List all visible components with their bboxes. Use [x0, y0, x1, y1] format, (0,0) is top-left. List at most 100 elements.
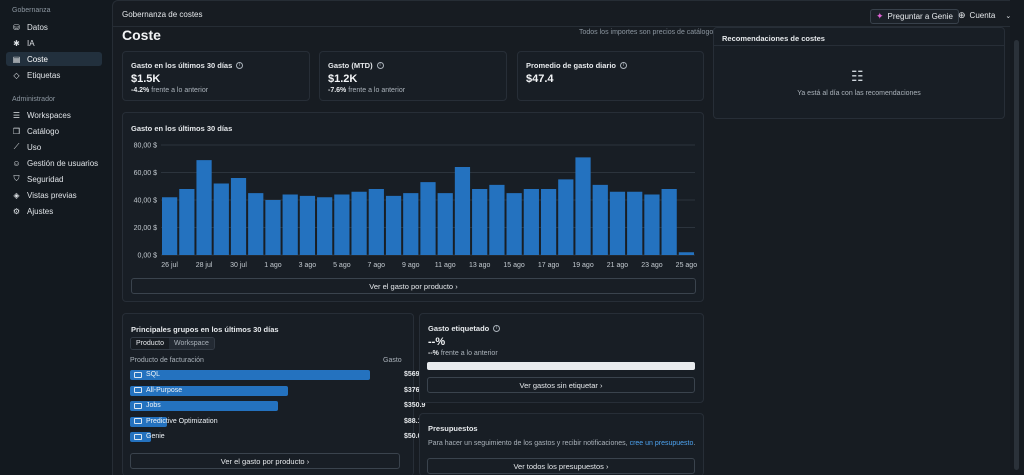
chart-bar[interactable] — [420, 182, 436, 255]
chart-bar[interactable] — [248, 193, 264, 255]
sidebar-item-datos[interactable]: ⛁ Datos — [6, 20, 102, 34]
sidebar-item-label: Gestión de usuarios — [27, 158, 99, 168]
shield-icon: ⛉ — [13, 174, 20, 183]
view-untagged-spend-button[interactable]: Ver gastos sin etiquetar › — [427, 377, 695, 393]
chart-bar[interactable] — [162, 197, 178, 255]
tab-product[interactable]: Producto — [131, 338, 170, 349]
view-spend-by-product-button-2[interactable]: Ver el gasto por producto › — [130, 453, 400, 469]
tagged-progress-bar — [427, 362, 695, 370]
info-icon[interactable]: i — [376, 62, 384, 69]
sidebar-item-coste[interactable]: ▤ Coste — [6, 52, 102, 66]
breadcrumb[interactable]: Gobernanza de costes — [122, 10, 203, 19]
chart-bar[interactable] — [489, 184, 505, 255]
catalog-icon: ❒ — [12, 126, 21, 136]
group-name: Jobs — [146, 402, 161, 409]
sidebar-item-label: Catálogo — [27, 126, 60, 136]
sidebar-item-gesti-n-de-usuarios[interactable]: ☺ Gestión de usuarios — [6, 156, 102, 170]
chart-bar[interactable] — [506, 193, 522, 255]
chart-bar[interactable] — [609, 191, 626, 255]
chart-bar[interactable] — [575, 157, 591, 255]
sidebar-item-uso[interactable]: ⟋ Uso — [6, 140, 102, 154]
chart-bar[interactable] — [230, 178, 247, 255]
page-title: Coste — [122, 27, 161, 43]
sidebar-item-label: Ajustes — [27, 206, 54, 216]
create-budget-link[interactable]: cree un presupuesto — [629, 440, 694, 447]
chart-bar[interactable] — [403, 193, 419, 255]
ask-genie-button[interactable]: ✦ Preguntar a Genie — [870, 9, 959, 24]
tab-workspace[interactable]: Workspace — [169, 338, 214, 349]
ai-icon: ✱ — [13, 38, 20, 48]
chart-bar[interactable] — [179, 189, 195, 255]
budgets-text: Para hacer un seguimiento de los gastos … — [428, 440, 696, 447]
globe-icon: ⊕ — [958, 10, 966, 20]
kpi-value: $47.4 — [526, 73, 554, 85]
kpi-delta: -4.2% frente a lo anterior — [131, 87, 209, 94]
group-name: Genie — [146, 433, 165, 440]
group-value: $569.5 — [404, 371, 426, 378]
x-tick-label: 11 ago — [435, 262, 456, 269]
view-all-budgets-button[interactable]: Ver todos los presupuestos › — [427, 458, 695, 474]
sidebar-item-seguridad[interactable]: ⛉ Seguridad — [6, 172, 102, 186]
y-tick-label: 40,00 $ — [134, 198, 157, 205]
chart-bar[interactable] — [558, 179, 574, 255]
chart-bar[interactable] — [299, 195, 316, 255]
scrollbar-thumb[interactable] — [1014, 40, 1019, 470]
chart-bar[interactable] — [644, 194, 660, 256]
sidebar-item-label: Datos — [27, 22, 48, 32]
jobs-icon — [134, 402, 142, 409]
group-bar — [130, 401, 278, 411]
account-menu[interactable]: ⊕ Cuenta ⌄ — [958, 10, 1011, 21]
chart-bar[interactable] — [472, 189, 488, 255]
recommendations-empty: Ya está al día con las recomendaciones — [797, 90, 921, 97]
sidebar-item-label: Workspaces — [27, 110, 71, 120]
group-row: Genie $50.0 — [130, 432, 422, 442]
kpi-title: Gasto en los últimos 30 días i — [131, 61, 244, 70]
sidebar-item-ia[interactable]: ✱ IA — [6, 36, 102, 50]
gear-icon: ⚙ — [12, 206, 21, 216]
tagged-delta: --% frente a lo anterior — [428, 350, 498, 357]
chart-bar[interactable] — [454, 167, 471, 255]
group-label: SQL — [134, 371, 160, 378]
sidebar-item-workspaces[interactable]: ☰ Workspaces — [6, 108, 102, 122]
view-spend-by-product-button[interactable]: Ver el gasto por producto › — [131, 278, 696, 294]
sidebar-item-vistas-previas[interactable]: ◈ Vistas previas — [6, 188, 102, 202]
sidebar-item-cat-logo[interactable]: ❒ Catálogo — [6, 124, 102, 138]
sidebar-item-etiquetas[interactable]: ◇ Etiquetas — [6, 68, 102, 82]
group-bar — [130, 385, 289, 396]
chart-bar[interactable] — [437, 193, 453, 255]
chart-bar[interactable] — [317, 197, 333, 255]
chart-bar[interactable] — [592, 184, 608, 255]
info-icon[interactable]: i — [236, 62, 244, 69]
info-icon[interactable]: i — [620, 62, 628, 69]
info-icon[interactable]: i — [493, 325, 501, 332]
x-tick-label: 28 jul — [196, 262, 213, 269]
y-tick-label: 0,00 $ — [138, 253, 158, 260]
group-label: Jobs — [134, 402, 161, 409]
x-tick-label: 19 ago — [572, 262, 594, 269]
sidebar-section-governance: Gobernanza — [12, 7, 51, 14]
chart-bar[interactable] — [351, 191, 367, 255]
chart-bar[interactable] — [678, 252, 694, 255]
chart-bar[interactable] — [334, 194, 350, 256]
group-row: All-Purpose $376.0 — [130, 385, 425, 396]
kpi-card-30d: Gasto en los últimos 30 días i $1.5K -4.2… — [122, 51, 310, 101]
chart-bar[interactable] — [368, 189, 384, 255]
chart-bar[interactable] — [265, 200, 281, 255]
kpi-value: $1.2K — [328, 73, 358, 85]
chart-bar[interactable] — [540, 189, 557, 255]
chart-bar[interactable] — [282, 194, 298, 256]
chart-bar[interactable] — [661, 189, 677, 255]
group-bar — [130, 370, 370, 380]
group-value: $50.0 — [404, 433, 422, 440]
chart-bar[interactable] — [196, 160, 212, 255]
checklist-icon: ☷ — [851, 68, 864, 84]
x-tick-label: 23 ago — [641, 262, 663, 269]
chart-bar[interactable] — [385, 195, 402, 255]
group-bar — [130, 416, 168, 427]
sidebar-item-ajustes[interactable]: ⚙ Ajustes — [6, 204, 102, 218]
tagged-value: --% — [428, 336, 446, 348]
chart-bar[interactable] — [627, 191, 643, 255]
chart-bar[interactable] — [213, 183, 229, 256]
chart-bar[interactable] — [523, 189, 539, 255]
kpi-card-mtd: Gasto (MTD) i $1.2K -7.6% frente a lo ant… — [319, 51, 507, 101]
